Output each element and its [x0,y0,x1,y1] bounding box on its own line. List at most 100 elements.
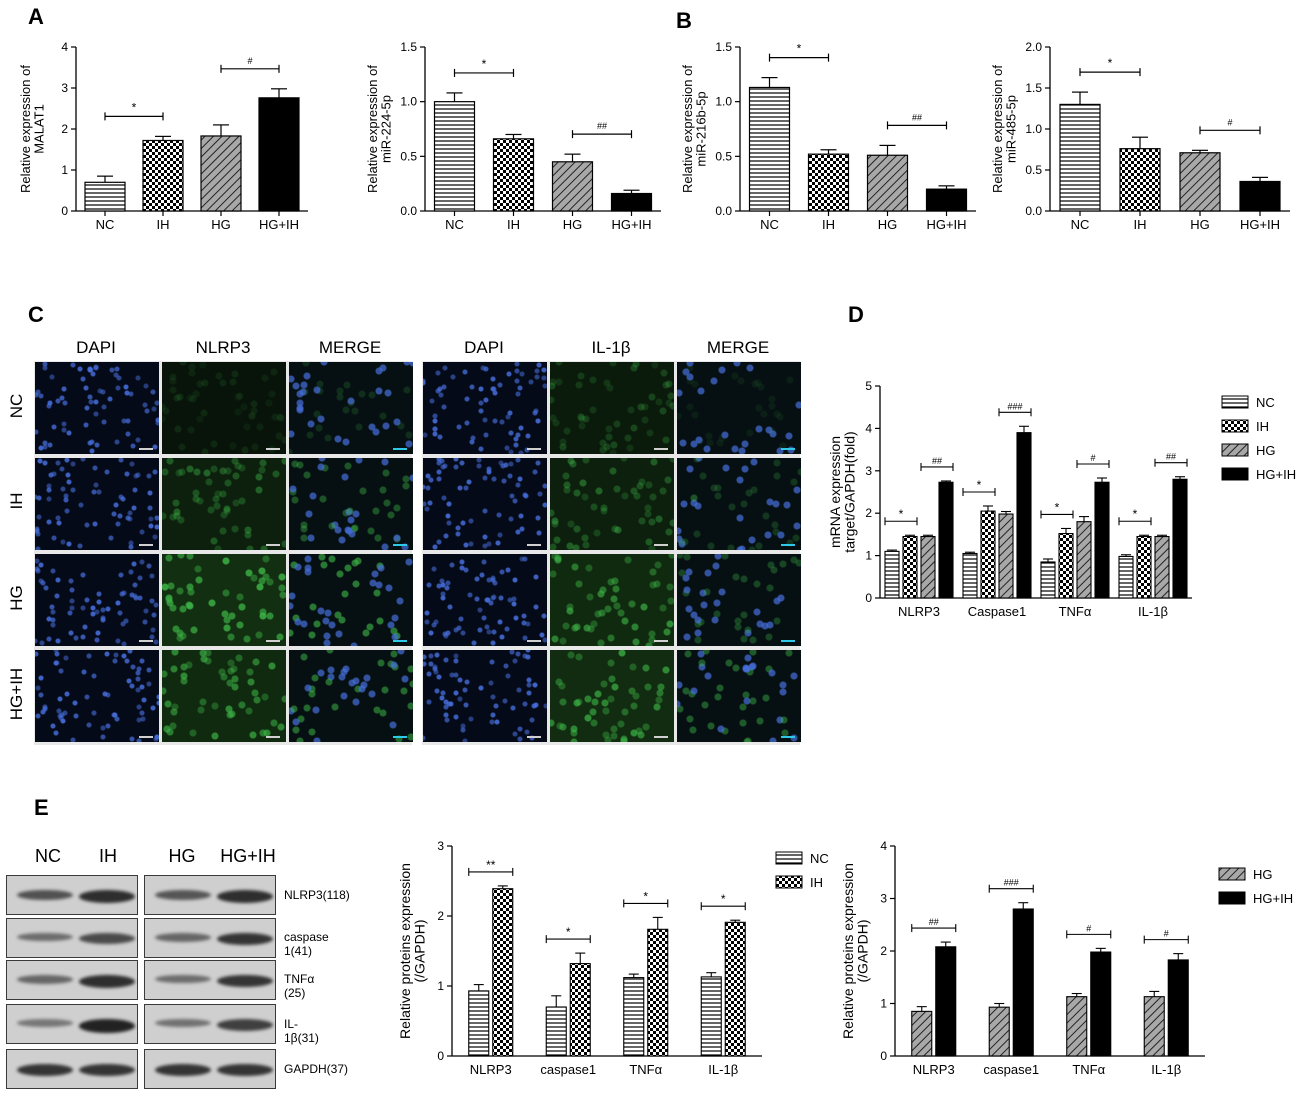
y-tick-label: 0 [437,1049,444,1063]
x-tick-label: caspase1 [540,1062,596,1077]
legend-swatch [775,851,803,865]
scale-bar [393,640,407,642]
western-blot-band [17,1019,73,1027]
significance-label: * [132,100,137,114]
panel-letter-b: B [676,8,692,33]
significance-label: * [1108,56,1113,70]
scale-bar [527,640,541,642]
panel-letter-c: C [28,302,44,327]
y-tick-label: 1.5 [400,40,417,54]
western-blot-strip [6,960,138,1000]
western-blot-strip [6,1004,138,1044]
micrograph-image [162,554,286,646]
bar [911,1010,933,1057]
bar [998,513,1014,599]
x-tick-label: HG+IH [1240,217,1280,232]
significance-label: * [1133,507,1138,521]
significance-label: # [1086,923,1091,933]
scale-bar [781,544,795,546]
micrograph-image [162,458,286,550]
western-blot-strip [144,918,276,958]
micrograph-image [677,458,801,550]
x-tick-label: HG+IH [259,217,299,232]
y-axis-label-line: Relative expression of [365,65,380,193]
micrograph-image [35,458,159,550]
scale-bar [266,736,280,738]
bar [962,552,978,599]
wb-row-label: NLRP3(118) [284,888,350,902]
y-tick-label: 0.5 [1025,163,1042,177]
bar [551,161,594,212]
scale-bar [654,544,668,546]
micrograph-image [550,362,674,454]
western-blot-band [217,1064,273,1077]
micrograph-image [289,650,413,742]
y-tick-label: 3 [437,839,444,853]
x-tick-label: caspase1 [983,1062,1039,1077]
chart-a2: 0.0 0.5 1.0 1.5 Relative expression ofmiR-22… [365,40,661,232]
bar [938,481,954,599]
significance-label: ** [486,858,496,872]
bar [1172,478,1188,599]
y-tick-label: 2 [880,944,887,958]
bar [807,153,850,212]
micrograph-image [162,362,286,454]
western-blot-band [17,933,73,942]
y-axis-label-line: Relative expression of [990,65,1005,193]
western-blot-band [217,890,273,903]
x-tick-label: NC [96,217,115,232]
x-tick-label: HG+IH [611,217,651,232]
chart-b1: 0.0 0.5 1.0 1.5 Relative expression ofmiR-21… [680,40,976,232]
western-blot-band [217,975,273,988]
x-tick-label: IH [157,217,170,232]
x-tick-label: NC [1071,217,1090,232]
y-axis-label-line: Relative proteins expression [397,863,413,1039]
micro-row-label: HG+IH [7,667,26,721]
bar [142,139,184,212]
western-blot-strip [6,875,138,915]
y-tick-label: 3 [61,81,68,95]
legend-swatch [1221,467,1249,481]
scale-bar [781,640,795,642]
scale-bar [139,640,153,642]
western-blot-strip [144,1004,276,1044]
x-tick-label: NLRP3 [470,1062,512,1077]
y-tick-label: 1 [437,979,444,993]
x-tick-label: IL-1β [1138,604,1168,619]
wb-col-label: HG [168,846,196,866]
bar [925,188,968,212]
significance-label: # [1090,453,1095,463]
y-axis-label-line: Relative proteins expression [840,863,856,1039]
bar [748,86,791,212]
wb-col-label: NC [35,846,61,866]
significance-label: * [721,892,726,906]
x-tick-label: HG [878,217,898,232]
y-axis-label-line: miR-485-5p [1004,95,1019,163]
y-tick-label: 1.0 [715,95,732,109]
x-tick-label: HG [563,217,583,232]
legend-swatch [1221,443,1249,457]
wb-row-label: caspase 1(41) [284,930,329,958]
micrograph-image [35,554,159,646]
chart-e2: 0 1 2 3 4 Relative proteins expression(/GAPDH… [840,839,1293,1077]
bar [866,154,909,212]
bar [1094,481,1110,599]
panel-letter-e: E [34,795,49,820]
western-blot-band [79,890,135,903]
bar [1136,535,1152,599]
x-tick-label: IH [507,217,520,232]
y-axis-label-line: miR-224-5p [379,95,394,163]
micrograph-image [550,458,674,550]
legend-label: HG+IH [1256,467,1296,482]
x-tick-label: HG [211,217,231,232]
significance-label: # [1164,929,1169,939]
micrograph-image [162,650,286,742]
scale-bar [654,736,668,738]
micrograph-image [677,650,801,742]
bar [988,1006,1010,1057]
bar [1239,180,1281,212]
micrograph-image [550,650,674,742]
significance-label: ## [1166,452,1176,462]
